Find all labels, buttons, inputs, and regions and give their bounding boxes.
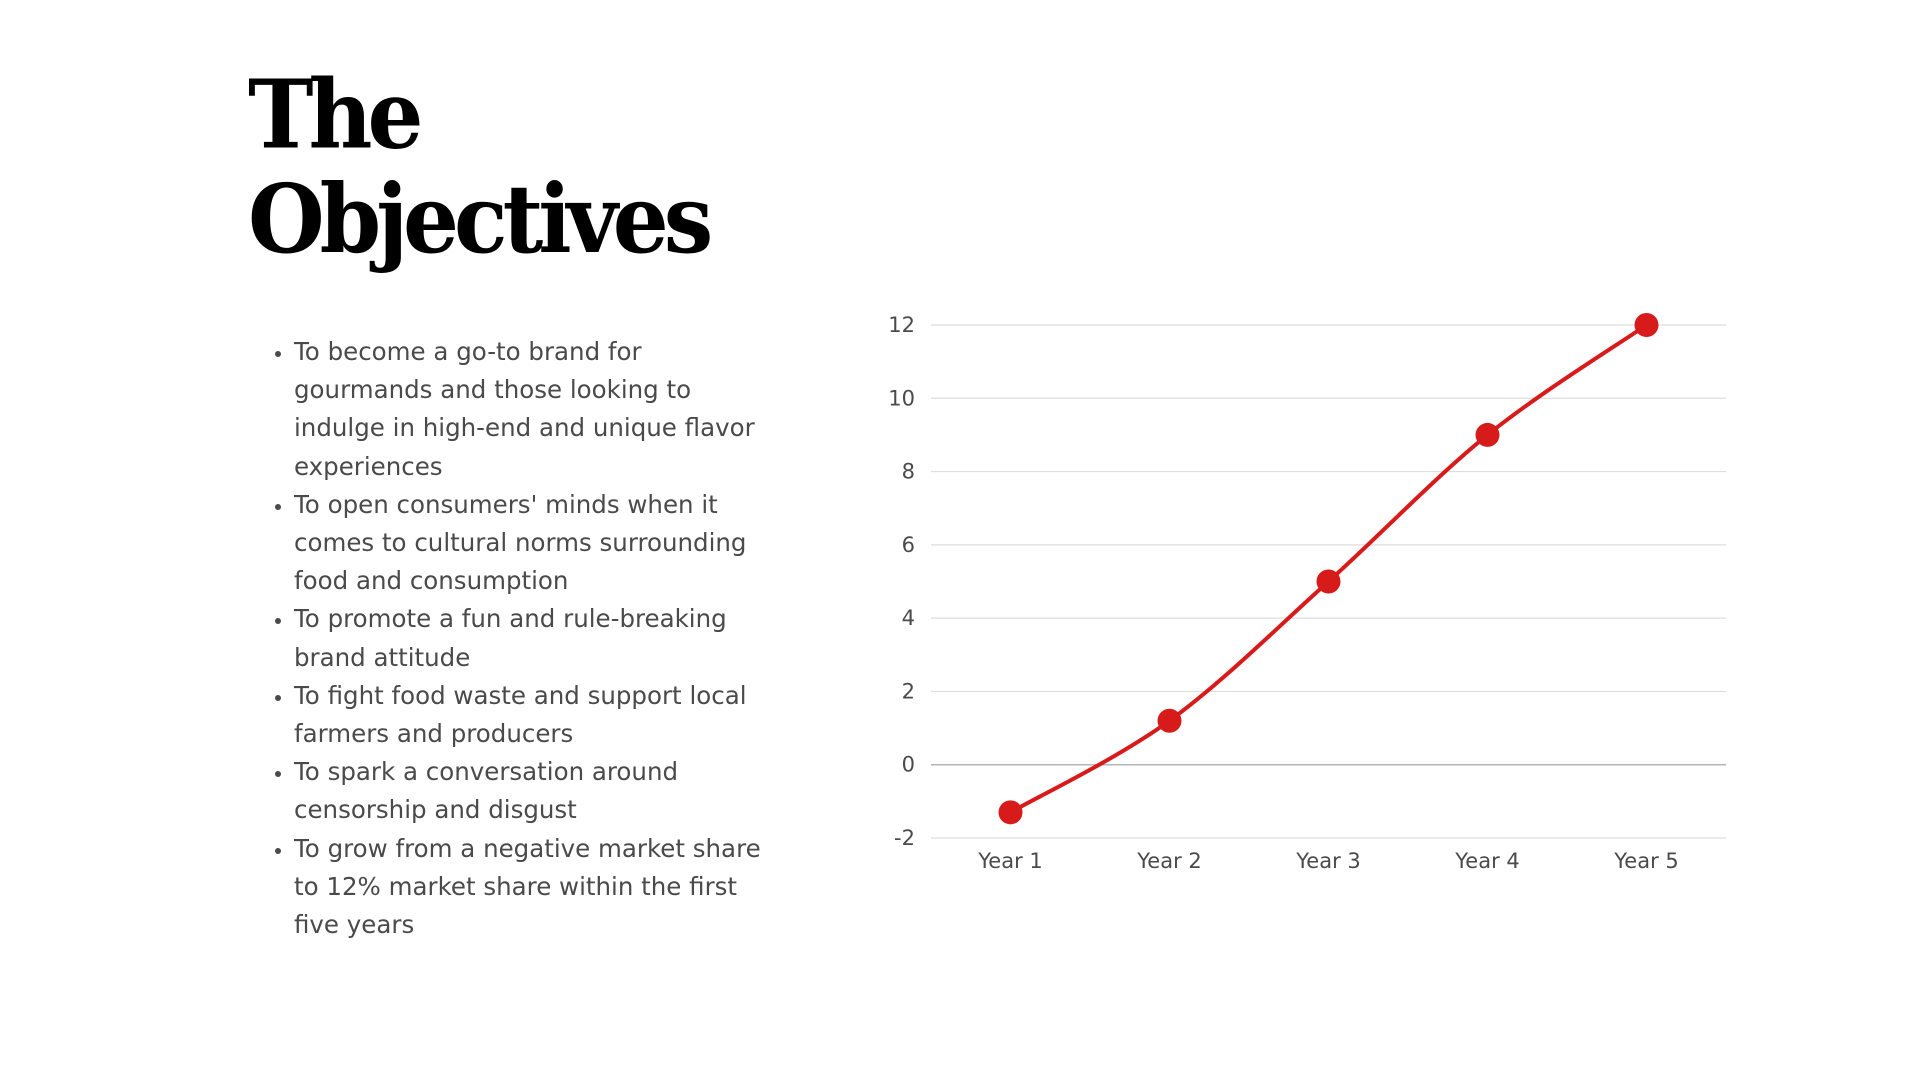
- y-tick-label: 2: [902, 679, 915, 703]
- x-tick-label: Year 2: [1136, 849, 1202, 873]
- y-tick-label: 8: [902, 460, 915, 484]
- y-tick-label: 10: [888, 386, 915, 410]
- data-point: [1157, 708, 1182, 733]
- objective-item: To become a go-to brand for gourmands an…: [294, 333, 772, 486]
- page-title: The Objectives: [248, 57, 713, 275]
- y-tick-label: 4: [902, 606, 915, 630]
- objective-item: To promote a fun and rule-breaking brand…: [294, 600, 772, 676]
- title-line-2: Objectives: [248, 162, 713, 275]
- market-share-line-chart: -2 0 2 4 6 8 10 12 Year 1 Year 2 Year 3 Year 4 Year …: [888, 313, 1726, 873]
- x-tick-label: Year 5: [1613, 849, 1679, 873]
- objective-item: To spark a conversation around censorshi…: [294, 753, 772, 829]
- y-tick-label: -2: [894, 826, 915, 850]
- objective-item: To open consumers' minds when it comes t…: [294, 486, 772, 601]
- x-tick-label: Year 3: [1295, 849, 1361, 873]
- y-tick-label: 6: [902, 533, 915, 557]
- objective-item: To fight food waste and support local fa…: [294, 677, 772, 753]
- x-tick-label: Year 4: [1454, 849, 1520, 873]
- title-line-1: The: [248, 57, 423, 170]
- data-point: [1316, 569, 1341, 594]
- data-point: [998, 800, 1023, 825]
- objectives-list: To become a go-to brand for gourmands an…: [252, 333, 772, 944]
- y-tick-label: 0: [902, 753, 915, 777]
- y-tick-label: 12: [888, 313, 915, 337]
- objective-item: To grow from a negative market share to …: [294, 830, 772, 945]
- data-point: [1634, 313, 1659, 337]
- x-tick-label: Year 1: [977, 849, 1043, 873]
- data-point: [1475, 422, 1500, 447]
